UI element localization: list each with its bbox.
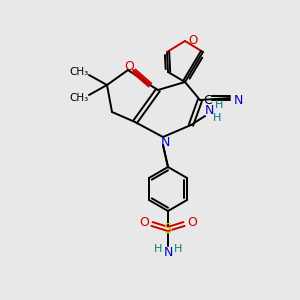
Text: C: C: [204, 94, 212, 106]
Text: H: H: [215, 100, 223, 110]
Text: O: O: [187, 215, 197, 229]
Text: H: H: [154, 244, 162, 254]
Text: O: O: [188, 34, 198, 47]
Text: CH₃: CH₃: [69, 93, 88, 103]
Text: O: O: [139, 215, 149, 229]
Text: O: O: [124, 59, 134, 73]
Text: N: N: [163, 247, 173, 260]
Text: S: S: [164, 222, 172, 236]
Text: N: N: [233, 94, 243, 106]
Text: N: N: [204, 104, 214, 118]
Text: H: H: [174, 244, 182, 254]
Text: CH₃: CH₃: [69, 67, 88, 77]
Text: H: H: [213, 113, 221, 123]
Text: N: N: [160, 136, 170, 148]
